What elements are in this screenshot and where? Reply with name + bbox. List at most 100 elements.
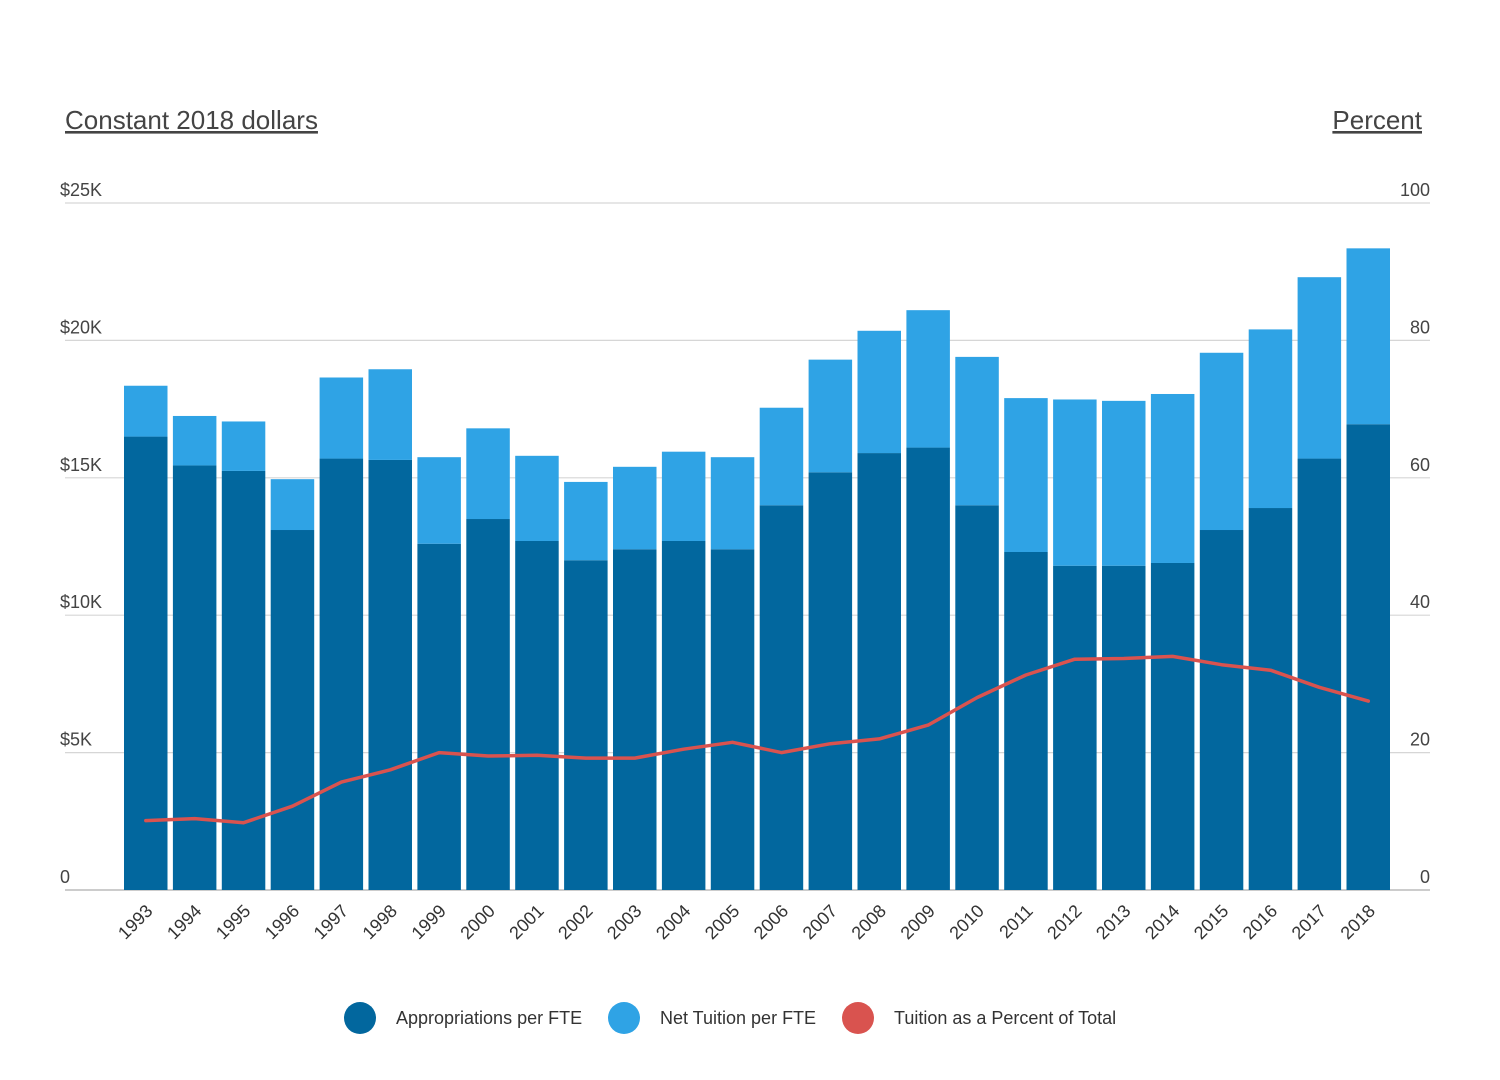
appropriations-bar: [319, 458, 364, 890]
bars: [124, 248, 1390, 890]
net-tuition-bar: [466, 428, 510, 520]
net-tuition-bar: [1248, 329, 1293, 509]
appropriations-bar: [1199, 530, 1244, 890]
right-tick-label: 60: [1410, 455, 1430, 475]
net-tuition-bar: [172, 415, 217, 466]
left-axis-ticks: 0 $5K $10K $15K $20K $25K: [60, 180, 102, 887]
x-tick-label: 2011: [995, 901, 1037, 943]
net-tuition-bar: [1199, 352, 1244, 531]
x-tick-label: 2013: [1092, 901, 1134, 943]
x-tick-label: 2014: [1141, 901, 1183, 943]
net-tuition-bar: [661, 451, 706, 542]
x-tick-label: 2016: [1239, 901, 1281, 943]
net-tuition-bar: [515, 455, 559, 542]
net-tuition-bar: [221, 421, 266, 471]
legend-label: Appropriations per FTE: [396, 1008, 582, 1028]
net-tuition-bar: [1053, 399, 1097, 566]
net-tuition-bar: [857, 330, 901, 454]
right-tick-label: 40: [1410, 592, 1430, 612]
appropriations-bar: [906, 447, 950, 890]
net-tuition-bar: [1346, 248, 1390, 425]
net-tuition-bar: [1297, 277, 1342, 459]
legend-marker: [608, 1002, 640, 1034]
net-tuition-bar: [368, 369, 412, 460]
x-tick-label: 2007: [799, 901, 841, 943]
appropriations-bar: [1053, 565, 1097, 890]
x-tick-label: 1995: [212, 901, 254, 943]
net-tuition-bar: [564, 481, 608, 561]
appropriations-bar: [1004, 551, 1048, 890]
net-tuition-bar: [417, 457, 461, 544]
x-tick-label: 2003: [603, 901, 645, 943]
left-axis-title: Constant 2018 dollars: [65, 105, 318, 135]
appropriations-bar: [172, 465, 217, 890]
legend-label: Net Tuition per FTE: [660, 1008, 816, 1028]
right-tick-label: 100: [1400, 180, 1430, 200]
appropriations-bar: [466, 519, 510, 890]
x-tick-label: 2001: [505, 901, 547, 943]
x-tick-label: 1998: [359, 901, 401, 943]
net-tuition-bar: [710, 457, 755, 550]
appropriations-bar: [759, 505, 804, 890]
right-tick-label: 80: [1410, 317, 1430, 337]
net-tuition-bar: [613, 466, 657, 550]
x-tick-label: 1993: [114, 901, 156, 943]
legend-marker: [842, 1002, 874, 1034]
appropriations-bar: [515, 541, 559, 890]
appropriations-bar: [613, 549, 657, 890]
appropriations-bar: [1346, 424, 1390, 890]
appropriations-bar: [661, 541, 706, 890]
net-tuition-bar: [1102, 400, 1146, 566]
tuition-percent-line: [144, 654, 1371, 825]
right-axis-title: Percent: [1332, 105, 1422, 135]
x-tick-label: 2010: [945, 901, 987, 943]
legend: Appropriations per FTE Net Tuition per FT…: [344, 1002, 1116, 1034]
x-tick-label: 1994: [163, 901, 205, 943]
x-tick-label: 2015: [1190, 901, 1232, 943]
appropriations-bar: [270, 530, 315, 890]
net-tuition-bar: [270, 479, 315, 531]
appropriations-bar: [857, 453, 901, 890]
appropriations-bar: [417, 543, 461, 890]
left-tick-label: $15K: [60, 455, 102, 475]
x-tick-label: 2009: [897, 901, 939, 943]
left-tick-label: $5K: [60, 730, 92, 750]
appropriations-bar: [1150, 562, 1195, 890]
x-tick-label: 2000: [456, 901, 498, 943]
appropriations-bar: [710, 549, 755, 890]
x-tick-label: 1997: [310, 901, 352, 943]
net-tuition-bar: [759, 407, 804, 506]
left-tick-label: $25K: [60, 180, 102, 200]
x-tick-label: 2018: [1337, 901, 1379, 943]
left-tick-label: 0: [60, 867, 70, 887]
net-tuition-bar: [124, 385, 168, 437]
x-tick-label: 2006: [750, 901, 792, 943]
left-tick-label: $20K: [60, 317, 102, 337]
right-axis-ticks: 0 20 40 60 80 100: [1400, 180, 1430, 887]
right-tick-label: 0: [1420, 867, 1430, 887]
x-tick-label: 2004: [652, 901, 694, 943]
appropriations-bar: [221, 470, 266, 890]
appropriations-bar: [1297, 458, 1342, 890]
appropriations-bar: [368, 459, 412, 890]
appropriations-bar: [564, 560, 608, 890]
percent-line-layer: [144, 654, 1371, 825]
x-tick-label: 2012: [1043, 901, 1085, 943]
appropriations-bar: [124, 436, 168, 890]
appropriations-bar: [808, 472, 853, 890]
right-tick-label: 20: [1410, 730, 1430, 750]
x-tick-label: 1999: [408, 901, 450, 943]
net-tuition-bar: [1004, 398, 1048, 552]
x-axis-ticks: 1993 1994 1995 1996 1997 1998 1999 2000 2001 2002…: [114, 901, 1379, 943]
net-tuition-bar: [1150, 393, 1195, 563]
x-tick-label: 2017: [1288, 901, 1330, 943]
appropriations-bar: [1248, 508, 1293, 890]
x-tick-label: 2008: [848, 901, 890, 943]
net-tuition-bar: [906, 310, 950, 448]
net-tuition-bar: [319, 377, 364, 459]
x-tick-label: 2002: [554, 901, 596, 943]
legend-marker: [344, 1002, 376, 1034]
net-tuition-bar: [955, 356, 999, 506]
left-tick-label: $10K: [60, 592, 102, 612]
